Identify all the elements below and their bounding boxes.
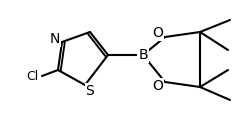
- Text: B: B: [138, 48, 148, 62]
- Text: O: O: [152, 79, 164, 93]
- Text: O: O: [152, 26, 164, 40]
- Text: S: S: [86, 84, 94, 98]
- Text: Cl: Cl: [26, 69, 38, 83]
- Text: N: N: [50, 32, 60, 46]
